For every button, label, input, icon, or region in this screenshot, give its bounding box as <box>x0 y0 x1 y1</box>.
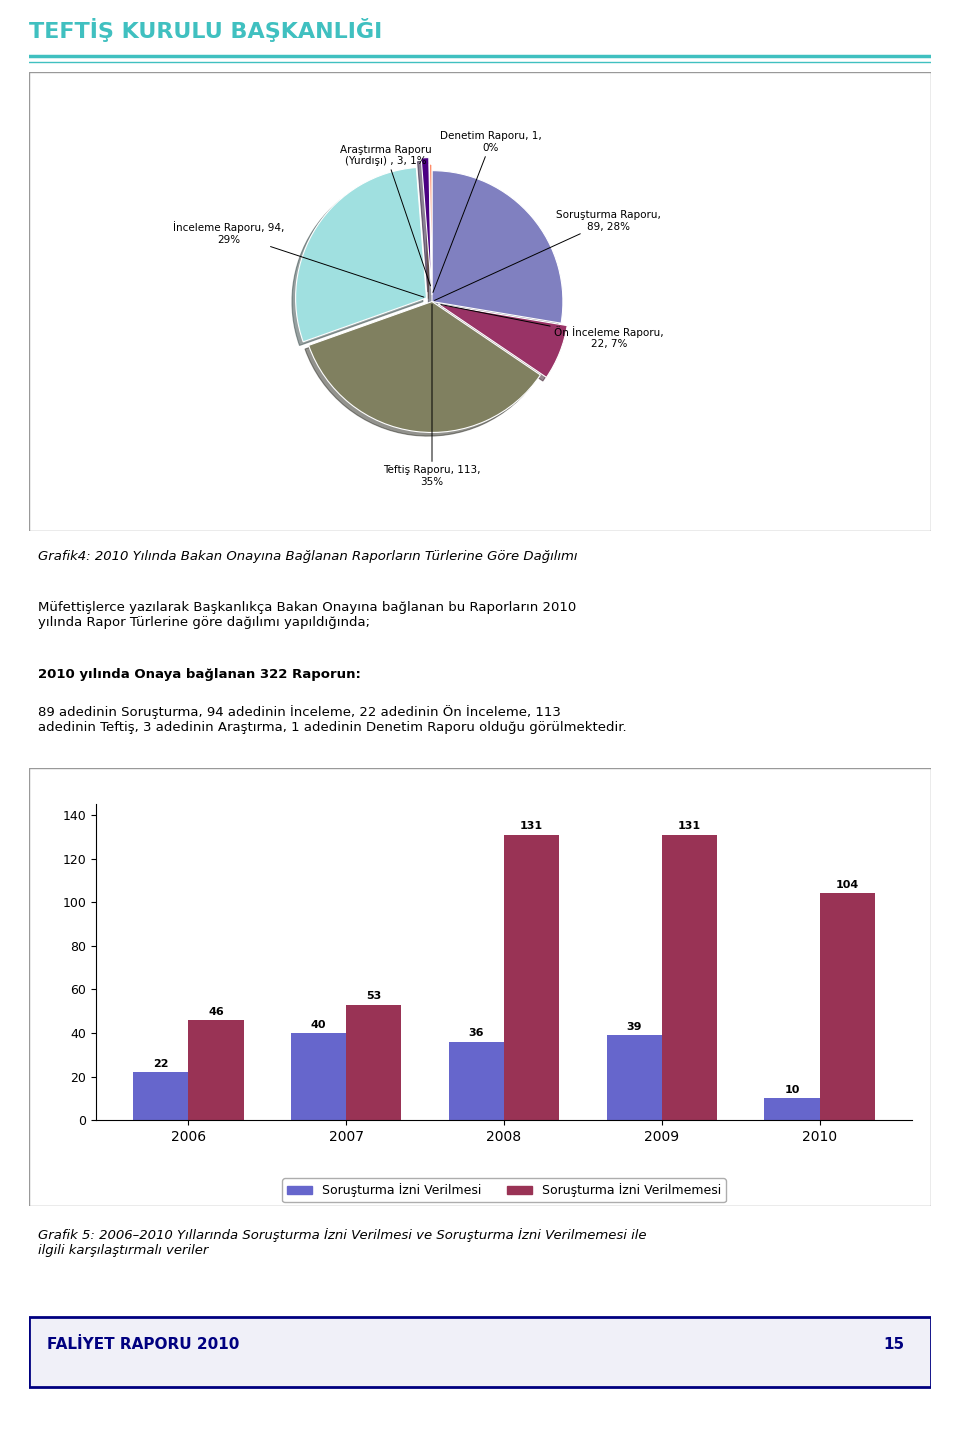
Text: Ön İnceleme Raporu,
22, 7%: Ön İnceleme Raporu, 22, 7% <box>441 304 663 349</box>
Wedge shape <box>429 164 432 294</box>
Bar <box>291 1032 347 1120</box>
Bar <box>448 1041 504 1120</box>
Text: 2010 yılında Onaya bağlanan 322 Raporun:: 2010 yılında Onaya bağlanan 322 Raporun: <box>37 668 361 681</box>
Text: Denetim Raporu, 1,
0%: Denetim Raporu, 1, 0% <box>433 132 541 293</box>
Text: 15: 15 <box>883 1337 904 1353</box>
Text: 10: 10 <box>784 1086 800 1096</box>
Text: 131: 131 <box>678 821 701 831</box>
Wedge shape <box>309 302 540 432</box>
Bar <box>764 1099 820 1120</box>
FancyBboxPatch shape <box>29 72 931 531</box>
Text: 22: 22 <box>153 1058 168 1068</box>
FancyBboxPatch shape <box>29 1317 931 1387</box>
Wedge shape <box>432 171 563 323</box>
Wedge shape <box>438 304 567 378</box>
Wedge shape <box>296 168 426 342</box>
Text: 39: 39 <box>627 1022 642 1032</box>
Text: FALİYET RAPORU 2010: FALİYET RAPORU 2010 <box>47 1337 239 1353</box>
Text: 89 adedinin Soruşturma, 94 adedinin İnceleme, 22 adedinin Ön İnceleme, 113
adedi: 89 adedinin Soruşturma, 94 adedinin İnce… <box>37 705 627 734</box>
Text: Grafik4: 2010 Yılında Bakan Onayına Bağlanan Raporların Türlerine Göre Dağılımı: Grafik4: 2010 Yılında Bakan Onayına Bağl… <box>37 550 577 563</box>
Text: 46: 46 <box>208 1007 224 1017</box>
Text: 131: 131 <box>520 821 543 831</box>
Wedge shape <box>421 158 431 289</box>
Text: 104: 104 <box>835 880 859 890</box>
Bar <box>188 1020 244 1120</box>
Text: TEFTİŞ KURULU BAŞKANLIĞI: TEFTİŞ KURULU BAŞKANLIĞI <box>29 19 382 42</box>
Legend: Soruşturma İzni Verilmesi, Soruşturma İzni Verilmemesi: Soruşturma İzni Verilmesi, Soruşturma İz… <box>282 1179 726 1202</box>
Bar <box>607 1035 661 1120</box>
Text: Teftiş Raporu, 113,
35%: Teftiş Raporu, 113, 35% <box>383 304 481 487</box>
Bar <box>661 834 717 1120</box>
Text: Grafik 5: 2006–2010 Yıllarında Soruşturma İzni Verilmesi ve Soruşturma İzni Veri: Grafik 5: 2006–2010 Yıllarında Soruşturm… <box>37 1228 646 1256</box>
Bar <box>504 834 560 1120</box>
Text: Soruşturma Raporu,
89, 28%: Soruşturma Raporu, 89, 28% <box>435 210 661 300</box>
Bar <box>133 1073 188 1120</box>
FancyBboxPatch shape <box>29 768 931 1206</box>
Text: 53: 53 <box>366 991 381 1001</box>
Text: 40: 40 <box>311 1020 326 1030</box>
Text: Araştırma Raporu
(Yurdışı) , 3, 1%: Araştırma Raporu (Yurdışı) , 3, 1% <box>340 145 432 286</box>
Text: 36: 36 <box>468 1028 484 1038</box>
Text: Müfettişlerce yazılarak Başkanlıkça Bakan Onayına bağlanan bu Raporların 2010
yı: Müfettişlerce yazılarak Başkanlıkça Baka… <box>37 600 576 629</box>
Text: İnceleme Raporu, 94,
29%: İnceleme Raporu, 94, 29% <box>174 221 424 297</box>
Bar <box>820 893 875 1120</box>
Bar <box>347 1005 401 1120</box>
